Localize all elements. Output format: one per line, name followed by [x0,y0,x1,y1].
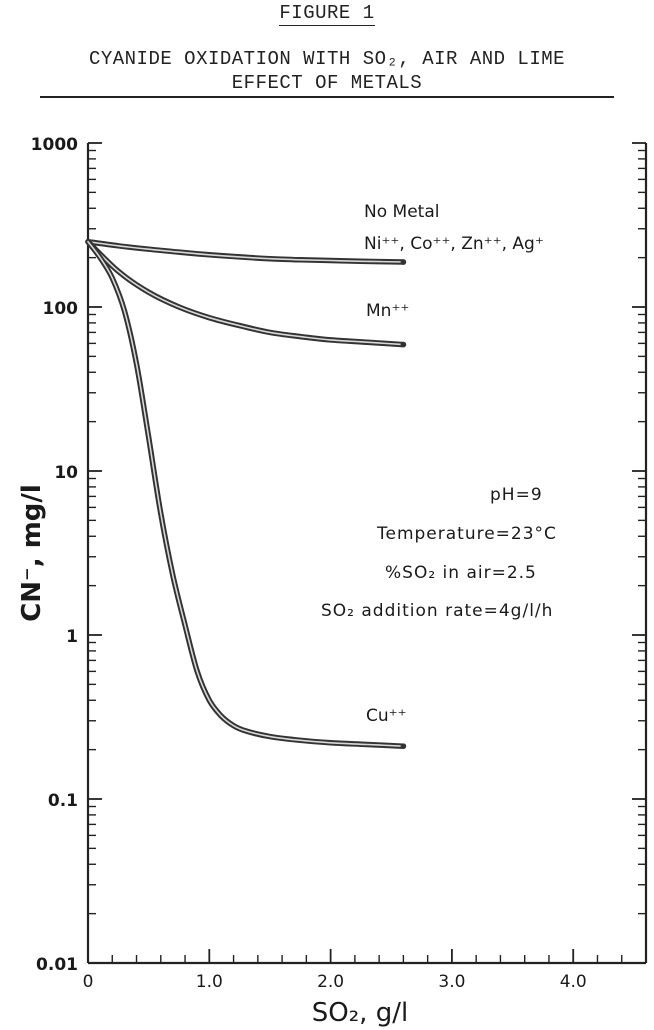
annotation-cu: Cu⁺⁺ [366,706,407,726]
y-tick-label: 0.01 [36,955,78,975]
y-axis-label: CN⁻, mg/l [17,484,47,622]
series-line-no-metal-highlight [87,240,405,263]
y-tick-label: 0.1 [48,791,78,811]
y-tick-label: 100 [43,299,79,319]
series-line-mn-highlight [87,240,405,346]
axis-ticks [87,142,647,964]
annotation-condition: pH=9 [490,485,543,505]
annotation-condition: SO₂ addition rate=4g/l/h [321,601,553,621]
series-line-cu-highlight [87,240,405,747]
y-tick-label: 10 [54,463,78,483]
series-layer [85,238,407,749]
annotation-condition: %SO₂ in air=2.5 [385,563,537,583]
annotation-no-metal: No Metal [364,202,439,222]
annotation-group-metals: Ni⁺⁺, Co⁺⁺, Zn⁺⁺, Ag⁺ [364,234,544,254]
chart-title-line-2: EFFECT OF METALS [231,72,423,94]
series-end-point [400,341,407,348]
y-tick-label: 1000 [31,135,78,155]
label-layer: 0.01 0.1 1 10 100 1000 0 1.0 2.0 3.0 4.0 SO₂, g/l CN… [17,135,587,1028]
x-tick-label: 1.0 [196,972,223,992]
x-tick-label: 0 [83,972,94,992]
series-end-point [400,743,407,749]
plot-frame [86,143,648,965]
x-axis-label: SO₂, g/l [312,998,408,1028]
x-tick-label: 3.0 [438,972,465,992]
title-underline [40,96,614,98]
y-tick-label: 1 [66,627,78,647]
figure-label: FIGURE 1 [279,2,375,26]
x-tick-label: 4.0 [560,972,587,992]
series-end-point [400,259,407,265]
chart-title-line-1: CYANIDE OXIDATION WITH SO₂, AIR AND LIME [88,48,566,70]
series-line-cu [85,238,407,749]
annotation-mn: Mn⁺⁺ [366,301,409,321]
x-tick-label: 2.0 [317,972,344,992]
series-line-no-metal [85,238,407,265]
annotation-condition: Temperature=23°C [376,524,557,544]
